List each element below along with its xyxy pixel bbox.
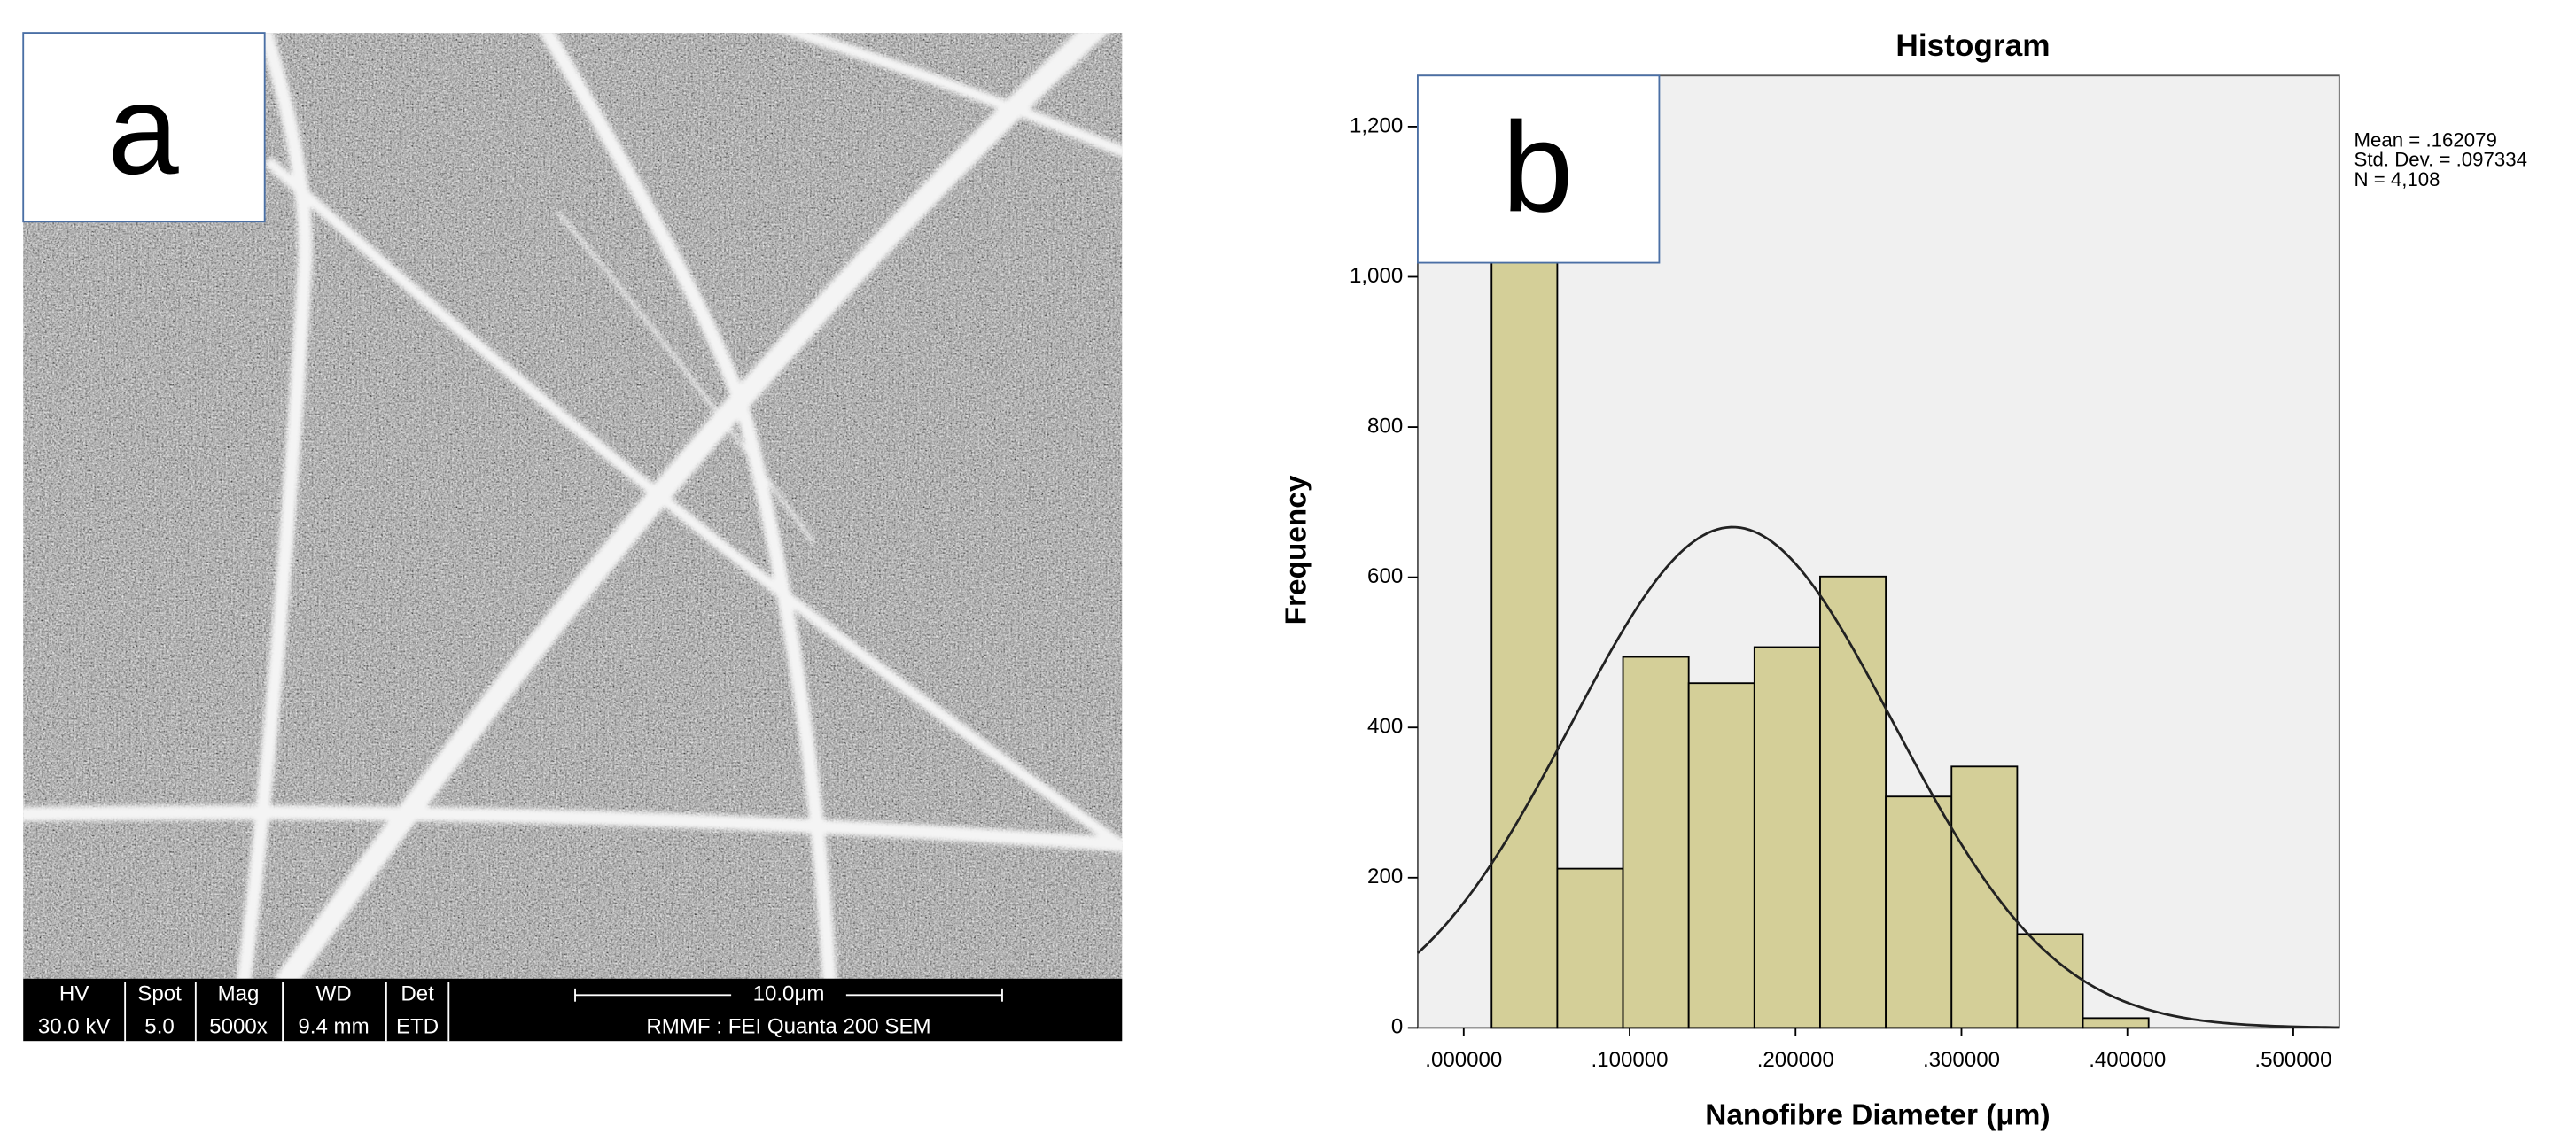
panel-label: a — [107, 58, 179, 201]
info-value: ETD — [396, 1015, 439, 1039]
info-value: 30.0 kV — [38, 1015, 111, 1039]
scale-label: 10.0μm — [753, 982, 825, 1006]
y-tick-label: 0 — [1391, 1015, 1403, 1039]
info-bar: HV Spot Mag WD Det 30.0 kV 5.0 5000x 9.4… — [23, 979, 1122, 1041]
bar — [1951, 766, 2017, 1028]
info-header: Det — [401, 982, 434, 1006]
bar — [1623, 657, 1689, 1028]
info-header: Spot — [137, 982, 182, 1006]
x-tick-label: .100000 — [1592, 1048, 1669, 1072]
x-tick-label: .500000 — [2254, 1048, 2331, 1072]
x-axis-label: Nanofibre Diameter (μm) — [1705, 1098, 2050, 1131]
info-value: 9.4 mm — [298, 1015, 369, 1039]
info-header: Mag — [218, 982, 260, 1006]
y-tick-label: 1,000 — [1350, 264, 1403, 288]
chart-title: Histogram — [1895, 28, 2050, 63]
y-axis-label: Frequency — [1280, 475, 1312, 625]
info-header: WD — [315, 982, 351, 1006]
info-header: HV — [59, 982, 89, 1006]
x-tick-label: .300000 — [1923, 1048, 2000, 1072]
info-value: 5.0 — [144, 1015, 174, 1039]
bar — [2017, 934, 2082, 1028]
x-tick-label: .400000 — [2089, 1048, 2166, 1072]
info-bar-bg — [23, 979, 1122, 1041]
bar — [1689, 683, 1755, 1028]
y-tick-label: 200 — [1367, 865, 1403, 889]
x-tick-label: .200000 — [1757, 1048, 1834, 1072]
stat-n: N = 4,108 — [2354, 168, 2440, 190]
figure: a HV Spot Mag WD Det 30.0 kV 5.0 5000x 9… — [0, 0, 2576, 1133]
bar — [1820, 577, 1886, 1028]
info-value: 5000x — [209, 1015, 268, 1039]
bar — [1755, 647, 1820, 1028]
x-tick-label: .000000 — [1425, 1048, 1502, 1072]
bar — [1886, 796, 1951, 1028]
instrument: RMMF : FEI Quanta 200 SEM — [646, 1015, 930, 1039]
bar — [1491, 246, 1557, 1028]
bar — [2083, 1018, 2149, 1028]
bar — [1557, 869, 1623, 1028]
y-tick-label: 400 — [1367, 715, 1403, 739]
y-tick-label: 600 — [1367, 564, 1403, 588]
y-tick-label: 800 — [1367, 414, 1403, 438]
y-tick-label: 1,200 — [1350, 113, 1403, 137]
panel-label: b — [1502, 95, 1573, 238]
